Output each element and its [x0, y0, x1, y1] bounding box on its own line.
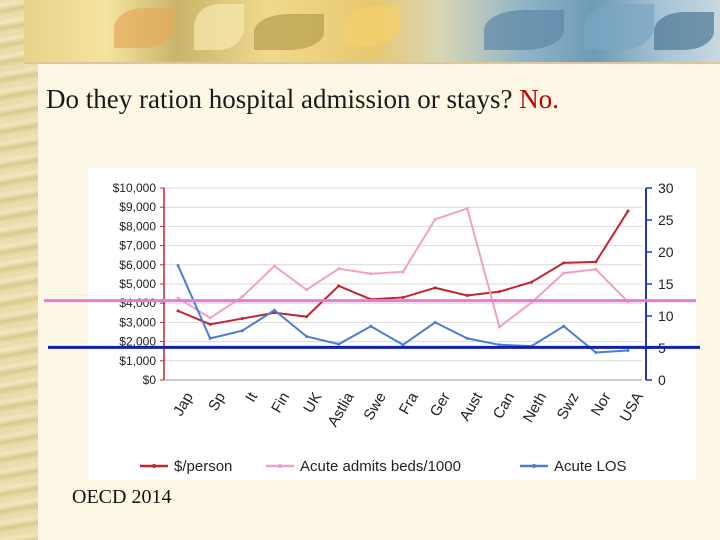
left-tick-label: $6,000 [119, 258, 156, 272]
right-tick-label: 10 [658, 308, 674, 324]
legend-label: Acute admits beds/1000 [300, 458, 461, 475]
legend-label: $/person [174, 458, 232, 475]
data-point [562, 324, 566, 328]
title-question: Do they ration hospital admission or sta… [46, 84, 513, 114]
category-label: UK [300, 390, 325, 417]
right-tick-label: 5 [658, 340, 666, 356]
left-tick-label: $7,000 [119, 239, 156, 253]
data-point [240, 317, 244, 321]
data-point [433, 286, 437, 290]
data-point [626, 300, 630, 304]
left-tick-label: $2,000 [119, 335, 156, 349]
legend-marker [152, 464, 156, 468]
left-tick-label: $10,000 [113, 181, 157, 195]
title-answer: No. [519, 84, 559, 114]
data-point [272, 308, 276, 312]
data-point [497, 343, 501, 347]
source-caption: OECD 2014 [72, 486, 172, 508]
data-point [337, 267, 341, 271]
category-label: Fin [268, 390, 293, 417]
left-tick-label: $0 [143, 373, 157, 387]
category-label: Can [490, 390, 518, 422]
banner-divider [24, 62, 720, 64]
left-tick-label: $9,000 [119, 200, 156, 214]
oecd-line-chart: $0 $1,000 $2,000 $3,000 $4,000 $5,000 $6,000 $7… [113, 180, 674, 475]
legend-label: Acute LOS [554, 458, 627, 475]
category-label: Astlia [325, 389, 358, 430]
data-point [369, 324, 373, 328]
data-point [530, 344, 534, 348]
category-label: USA [617, 390, 647, 425]
data-point [530, 280, 534, 284]
series-line-acute-los [177, 265, 629, 354]
data-point [562, 271, 566, 275]
data-point [337, 342, 341, 346]
category-label: Fra [396, 389, 422, 418]
data-point [208, 322, 212, 326]
header-banner [24, 0, 720, 62]
data-point [369, 297, 373, 301]
category-label: Sp [205, 390, 229, 414]
data-point [305, 288, 309, 292]
data-point [305, 334, 309, 338]
category-label: Neth [520, 390, 551, 426]
parchment-border [0, 0, 38, 540]
category-label: It [242, 389, 261, 405]
data-point [626, 349, 630, 353]
data-point [176, 296, 180, 300]
category-label: Jap [170, 390, 197, 419]
left-tick-label: $4,000 [119, 296, 156, 310]
data-point [208, 336, 212, 340]
left-tick-label: $1,000 [119, 354, 156, 368]
data-point [240, 329, 244, 333]
data-point [594, 267, 598, 271]
left-tick-label: $3,000 [119, 315, 156, 329]
category-label: Swz [554, 390, 583, 423]
right-tick-label: 0 [658, 372, 666, 388]
data-point [401, 295, 405, 299]
data-point [594, 350, 598, 354]
chart-area: $0 $1,000 $2,000 $3,000 $4,000 $5,000 $6,000 $7… [88, 168, 696, 480]
data-point [626, 209, 630, 213]
legend-marker [532, 464, 536, 468]
data-point [465, 336, 469, 340]
slide-title: Do they ration hospital admission or sta… [46, 84, 706, 115]
right-tick-label: 15 [658, 276, 674, 292]
data-point [497, 325, 501, 329]
data-point [401, 343, 405, 347]
left-tick-label: $5,000 [119, 277, 156, 291]
data-point [465, 206, 469, 210]
data-point [562, 261, 566, 265]
data-point [272, 264, 276, 268]
data-point [497, 290, 501, 294]
category-label: Ger [427, 390, 454, 420]
category-label: Aust [456, 389, 486, 424]
data-point [433, 320, 437, 324]
data-point [401, 270, 405, 274]
data-point [176, 263, 180, 267]
right-tick-label: 20 [658, 244, 674, 260]
data-point [530, 301, 534, 305]
data-point [208, 316, 212, 320]
right-tick-label: 30 [658, 180, 674, 196]
data-point [176, 309, 180, 313]
category-label: Nor [588, 389, 615, 418]
data-point [465, 294, 469, 298]
category-label: Swe [360, 390, 389, 424]
right-tick-label: 25 [658, 212, 674, 228]
data-point [433, 217, 437, 221]
data-point [369, 272, 373, 276]
legend-marker [278, 464, 282, 468]
left-tick-label: $8,000 [119, 219, 156, 233]
data-point [240, 295, 244, 299]
data-point [337, 284, 341, 288]
data-point [594, 260, 598, 264]
data-point [305, 315, 309, 319]
series-line--person [177, 210, 629, 326]
